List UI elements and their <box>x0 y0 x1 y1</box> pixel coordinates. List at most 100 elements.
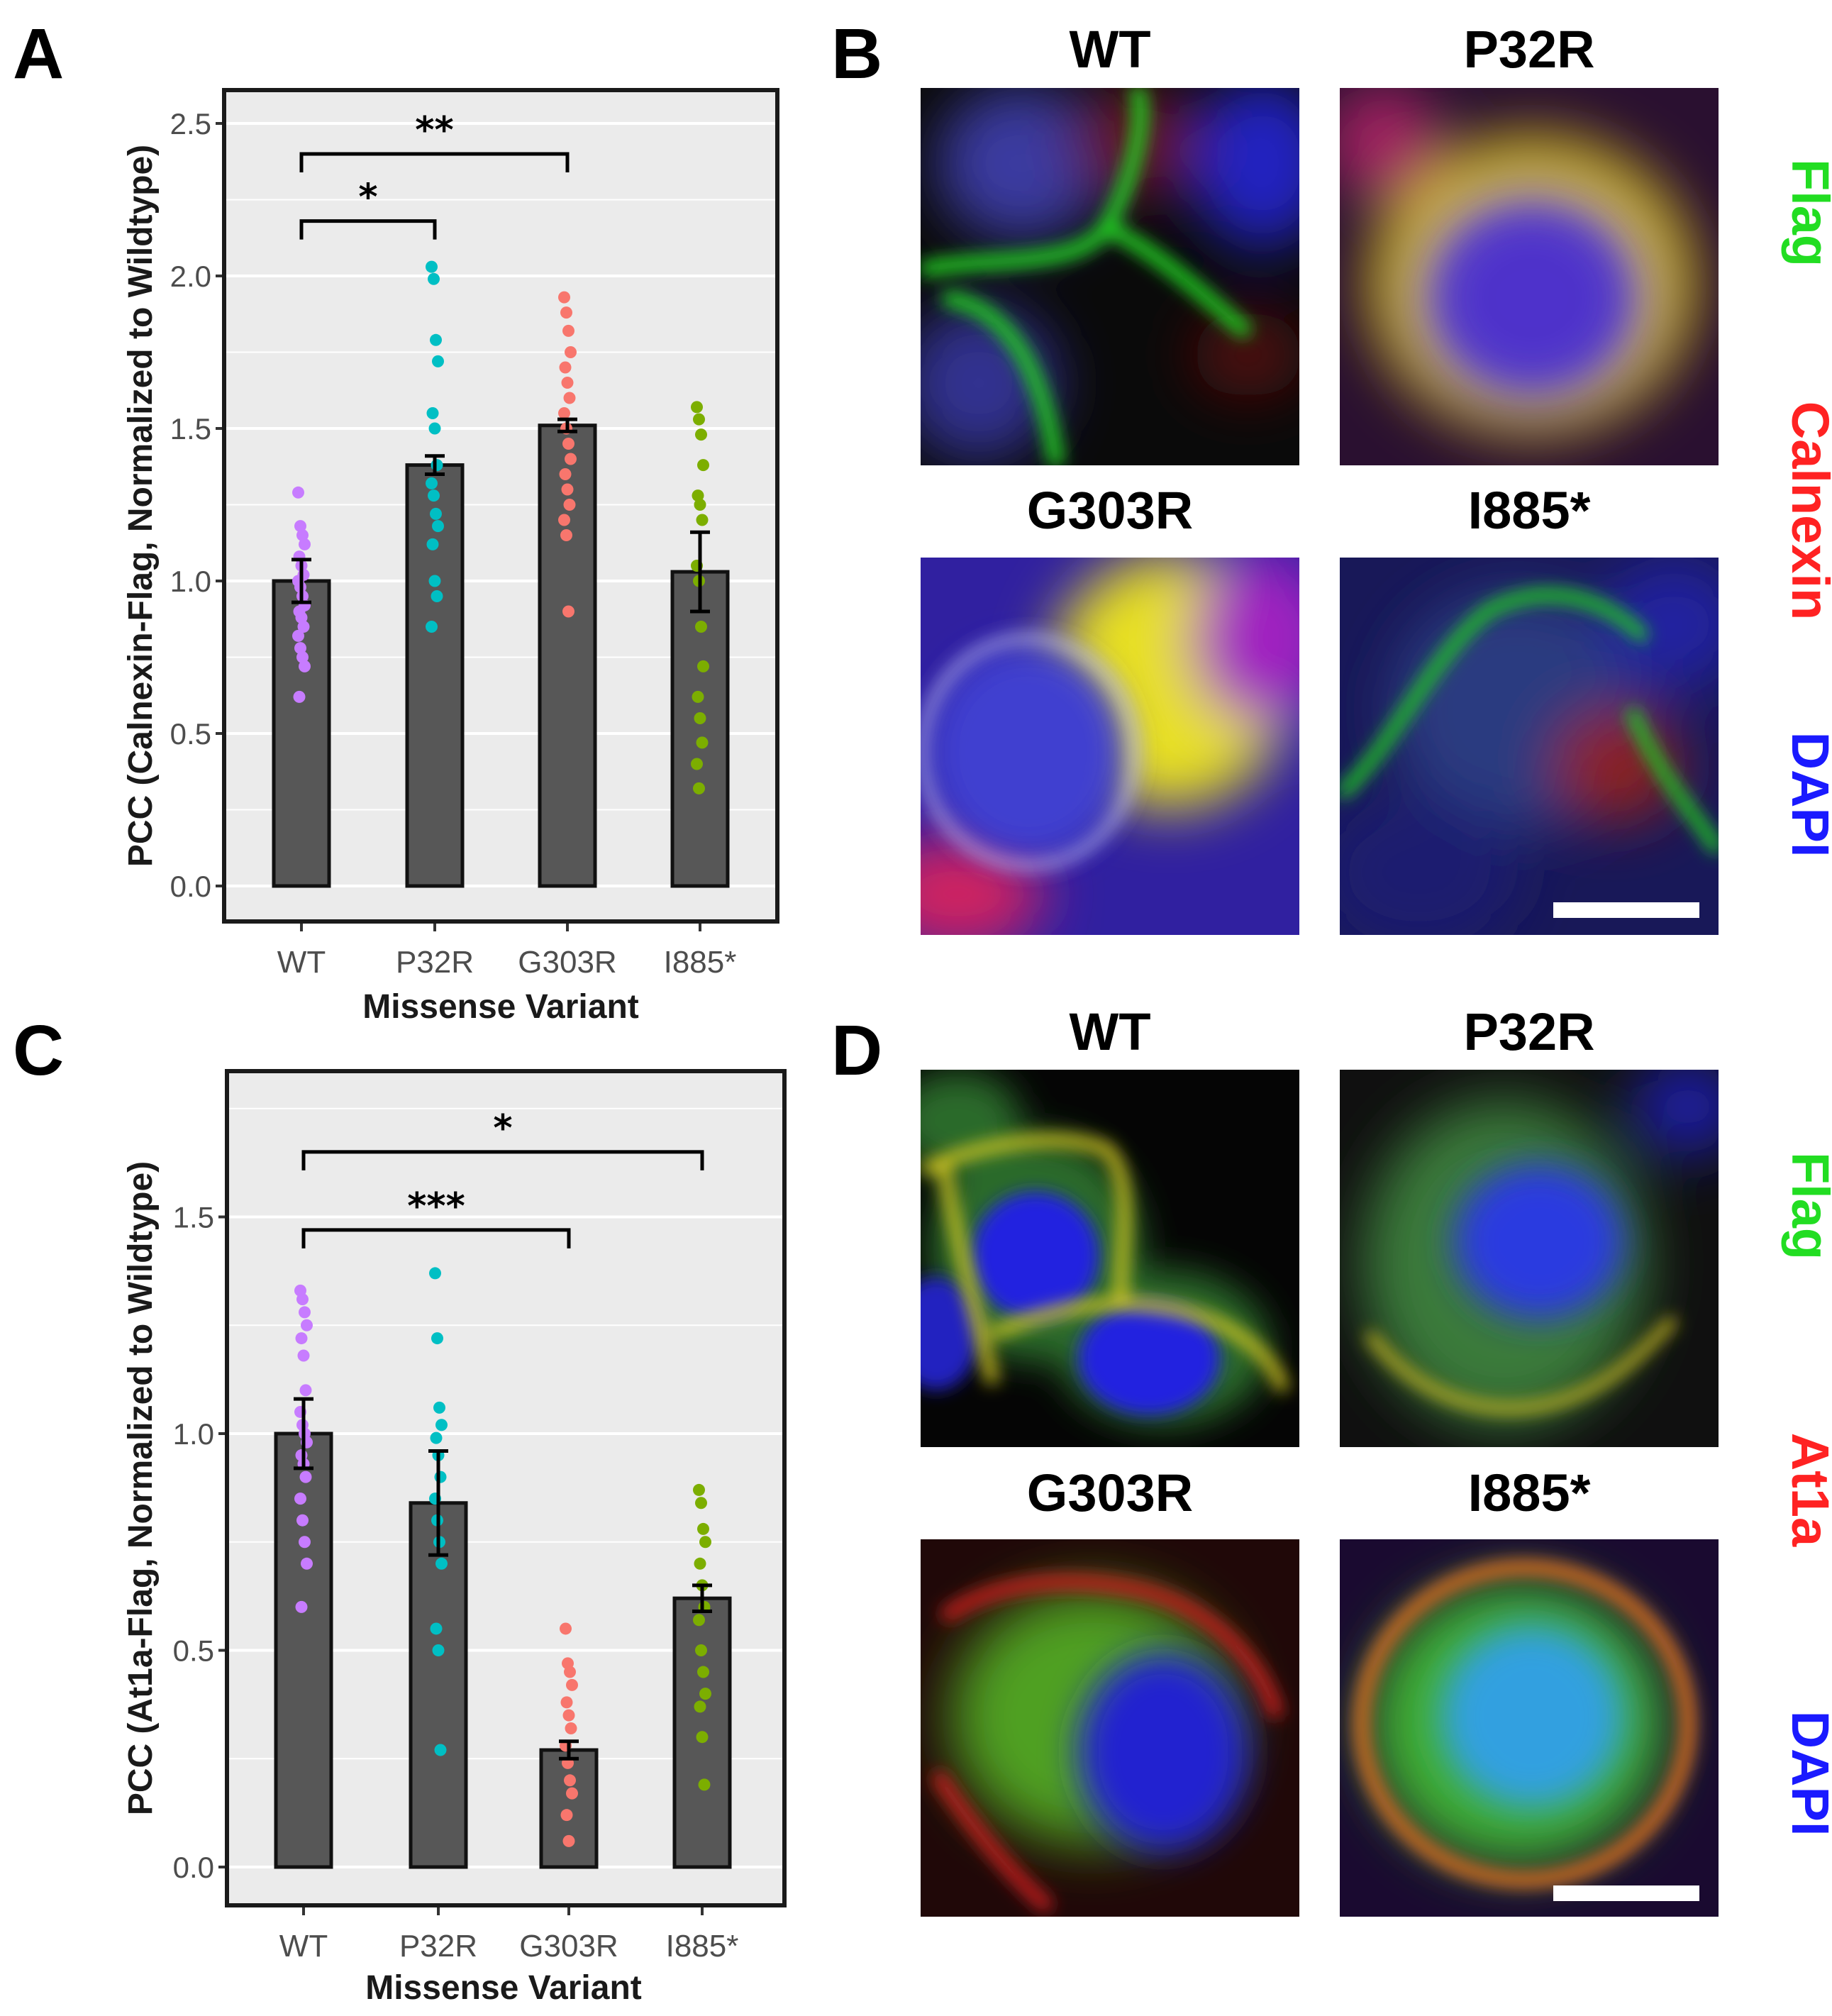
chart-c-point <box>693 1483 705 1496</box>
chart-a-point <box>294 520 306 533</box>
chart-c-point <box>566 1787 578 1800</box>
panel-b-channel-dapi: DAPI <box>1781 732 1832 858</box>
panel-d-channel-dapi: DAPI <box>1781 1711 1832 1837</box>
panel-d-title-i885: I885* <box>1468 1463 1591 1522</box>
micrograph-d-i885 <box>1340 1539 1719 1917</box>
panel-b-micrographs: WT P32R G303R I885* <box>921 20 1832 935</box>
chart-a-point <box>697 459 709 472</box>
chart-c: 0.00.51.01.5 WT P32R G303R I885* **** PCC (… <box>122 1069 787 2007</box>
chart-a-y-axis-title: PCC (Calnexin-Flag, Normalized to Wildty… <box>122 145 160 867</box>
chart-a-x-tick-label-1: P32R <box>396 945 474 980</box>
chart-a-point <box>562 438 574 450</box>
chart-c-x-tick-label-0: WT <box>279 1929 328 1964</box>
chart-c-point <box>299 1536 311 1549</box>
chart-c-point <box>699 1536 711 1549</box>
chart-c-point <box>697 1522 709 1535</box>
chart-a-point <box>428 489 440 502</box>
panel-b-title-wt: WT <box>1069 20 1150 79</box>
chart-c-point <box>564 1774 576 1787</box>
chart-a-point <box>430 507 442 520</box>
chart-c-significance-bracket-0 <box>301 1228 571 1248</box>
chart-c-point <box>430 1431 443 1444</box>
chart-c-point <box>693 1614 705 1627</box>
chart-c-point <box>433 1401 445 1414</box>
chart-a-point <box>558 291 570 304</box>
chart-a-point <box>691 758 703 770</box>
chart-c-point <box>566 1678 578 1691</box>
chart-a-significance-label-1: ** <box>415 109 453 152</box>
scale-bar-d <box>1553 1885 1699 1901</box>
panel-d-title-p32r: P32R <box>1463 1002 1594 1061</box>
micrograph-d-wt <box>921 1070 1299 1447</box>
panel-label-d: D <box>831 1011 882 1090</box>
chart-c-point <box>297 1349 310 1362</box>
chart-a-x-tick-label-3: I885* <box>664 945 737 980</box>
chart-a-point <box>432 520 444 533</box>
chart-c-point <box>560 1696 573 1709</box>
chart-a-point <box>292 486 304 499</box>
chart-c-y-axis-title: PCC (At1a-Flag, Normalized to Wildtype) <box>122 1161 160 1815</box>
chart-a-point <box>296 651 309 663</box>
chart-a-x-tick-label-0: WT <box>277 945 326 980</box>
panel-d-channel-flag: Flag <box>1781 1152 1832 1260</box>
chart-a-point <box>563 499 576 511</box>
chart-a-point <box>561 483 574 496</box>
chart-a-point <box>299 660 311 672</box>
chart-a-point <box>696 514 709 526</box>
chart-a-point <box>560 306 572 319</box>
micrograph-d-g303r <box>921 1539 1299 1917</box>
micrograph-b-g303r <box>921 558 1299 935</box>
micrograph-b-p32r <box>1340 88 1719 465</box>
chart-c-point <box>299 1384 312 1397</box>
chart-a-point <box>428 272 440 285</box>
panel-b-title-g303r: G303R <box>1027 481 1193 540</box>
chart-c-y-tick-label: 1.0 <box>173 1417 214 1451</box>
chart-c-point <box>434 1744 447 1756</box>
chart-c-point <box>432 1644 445 1656</box>
chart-c-point <box>695 1497 707 1510</box>
chart-a-point <box>431 590 443 602</box>
panel-d-title-g303r: G303R <box>1027 1463 1193 1522</box>
chart-c-point <box>695 1644 707 1656</box>
chart-a-significance-bracket-0 <box>299 219 437 240</box>
chart-a-point <box>694 499 706 511</box>
chart-a-point <box>432 355 444 367</box>
chart-a-point <box>428 422 441 435</box>
panel-b-title-p32r: P32R <box>1463 20 1594 79</box>
chart-a-point <box>558 407 570 419</box>
chart-c-x-axis-title: Missense Variant <box>365 1969 642 2007</box>
chart-a-point <box>559 361 572 374</box>
chart-a-significance-bracket-1 <box>299 152 570 172</box>
chart-a-point <box>296 529 309 541</box>
chart-a-point <box>694 712 706 724</box>
chart-c-point <box>562 1709 575 1722</box>
chart-a-point <box>426 260 438 273</box>
chart-a-point <box>565 346 577 358</box>
chart-a-point <box>692 489 704 502</box>
chart-a-point <box>695 428 707 441</box>
chart-a-point <box>295 611 308 624</box>
chart-c-point <box>562 1834 575 1847</box>
chart-a-point <box>299 538 311 550</box>
panel-label-b: B <box>831 14 882 94</box>
chart-c-point <box>434 1471 447 1483</box>
chart-a-bar-3 <box>670 570 730 888</box>
panel-label-c: C <box>13 1011 64 1090</box>
panel-d-title-wt: WT <box>1069 1002 1150 1061</box>
chart-a-x-tick-label-2: G303R <box>518 945 616 980</box>
chart-c-point <box>564 1666 576 1678</box>
chart-a-point <box>430 333 442 346</box>
chart-c-point <box>299 1306 311 1319</box>
chart-c-y-tick-label: 0.5 <box>173 1634 214 1668</box>
chart-a-point <box>563 392 576 404</box>
chart-a-point <box>428 575 441 587</box>
chart-c-x-tick-label-1: P32R <box>399 1929 477 1964</box>
chart-c-point <box>560 1809 573 1822</box>
chart-c-point <box>429 1267 441 1280</box>
chart-c-y-tick-label: 1.5 <box>173 1201 214 1234</box>
chart-a-point <box>426 407 439 419</box>
chart-a-point <box>697 660 709 672</box>
chart-a-point <box>692 690 704 703</box>
chart-c-point <box>430 1622 443 1635</box>
scale-bar-b <box>1553 902 1699 918</box>
